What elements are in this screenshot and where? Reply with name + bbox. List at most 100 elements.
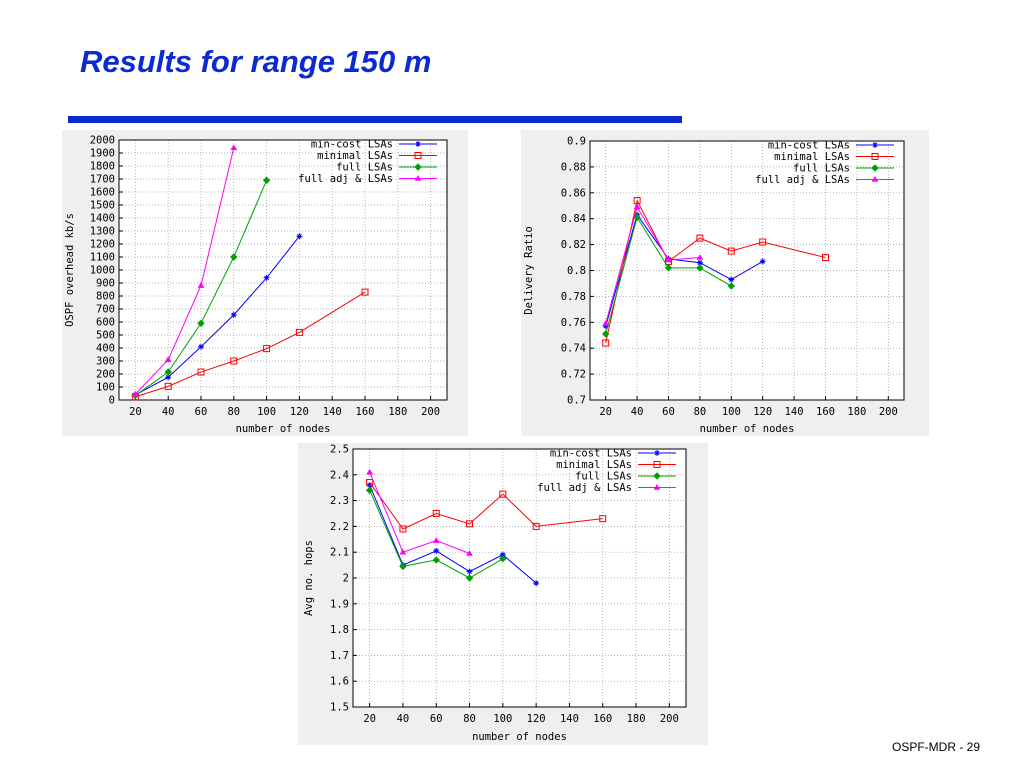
overhead-data-point [197,282,205,288]
delivery-ratio-x-tick-label: 180 [847,406,866,418]
delivery-ratio-data-point [696,234,704,242]
overhead-x-axis-label: number of nodes [236,423,331,435]
avg-hops-legend-label: minimal LSAs [556,459,632,471]
avg-hops-legend-label: min-cost LSAs [550,448,632,460]
overhead-y-tick-label: 1500 [90,200,115,212]
overhead-series-line [135,235,300,396]
delivery-ratio-chart-svg: 20 40 60 80 100 120 140 160 180 200 0.7 0.72 0.74 0.7… [523,136,905,435]
overhead-y-tick-label: 1800 [90,161,115,173]
avg-hops-series-line [369,482,603,530]
avg-hops-data-point [499,554,507,563]
avg-hops-data-point [466,550,473,556]
delivery-ratio-y-tick-label: 0.76 [561,317,586,329]
avg-hops-data-point [532,522,540,530]
avg-hops-data-point [499,551,506,558]
delivery-ratio-data-point [696,254,704,260]
delivery-ratio-plot-frame [589,140,905,401]
avg-hops-legend-marker [653,472,661,480]
avg-hops-legend-marker [654,450,660,456]
overhead-legend-marker [415,141,421,147]
overhead-series-line [135,291,366,398]
delivery-ratio-data-point [696,264,704,272]
avg-hops-x-tick-label: 60 [430,713,443,725]
overhead-data-point [230,253,238,261]
avg-hops-series-3 [365,486,507,582]
avg-hops-series-line [369,484,537,584]
avg-hops-x-tick-label: 40 [397,713,410,725]
delivery-ratio-y-tick-label: 0.8 [567,265,586,277]
overhead-x-tick-label: 140 [323,406,342,418]
overhead-y-tick-label: 200 [96,369,115,381]
avg-hops-y-tick-label: 2.4 [330,469,349,481]
overhead-data-point [295,328,303,336]
avg-hops-data-point [366,468,374,475]
avg-hops-series-4 [366,468,473,556]
overhead-x-tick-label: 40 [162,406,175,418]
avg-hops-data-point [399,525,407,533]
slide-footer: OSPF-MDR - 29 [891,740,980,754]
delivery-ratio-y-tick-label: 0.9 [567,136,586,148]
overhead-x-tick-label: 200 [421,406,440,418]
avg-hops-data-point [432,556,440,564]
overhead-data-point [164,356,172,362]
avg-hops-data-point [499,490,507,498]
delivery-ratio-legend-label: full LSAs [793,163,850,175]
overhead-x-tick-label: 80 [227,406,240,418]
avg-hops-data-point [466,568,473,575]
delivery-ratio-series-3 [601,213,736,338]
delivery-ratio-x-tick-label: 20 [599,406,612,418]
delivery-ratio-y-tick-label: 0.78 [561,291,586,303]
overhead-data-point [198,343,204,350]
delivery-ratio-data-point [759,258,766,265]
delivery-ratio-legend-label: full adj & LSAs [755,174,850,186]
avg-hops-plot-area [353,449,686,707]
overhead-legend-marker [414,152,422,159]
avg-hops-x-tick-label: 100 [493,713,512,725]
avg-hops-data-point [533,580,540,587]
overhead-series-2 [131,288,369,401]
avg-hops-chart: 20 40 60 80 100 120 140 160 180 200 1.5 1.6 1.7 1.8 1.… [298,443,708,745]
delivery-ratio-data-point [664,264,673,272]
overhead-y-tick-label: 2000 [90,135,115,147]
overhead-series-1 [132,233,303,398]
delivery-ratio-y-tick-label: 0.7 [567,395,586,407]
avg-hops-data-point [366,479,374,487]
overhead-y-axis-label: OSPF overhead kb/s [64,213,76,327]
avg-hops-legend-marker [653,461,661,468]
overhead-legend-label: full LSAs [336,162,393,174]
delivery-ratio-y-tick-label: 0.82 [561,239,586,251]
overhead-y-tick-label: 600 [96,317,115,329]
delivery-ratio-y-tick-label: 0.72 [561,369,586,381]
avg-hops-y-tick-label: 2.3 [330,495,349,507]
avg-hops-x-axis-label: number of nodes [472,731,567,743]
avg-hops-data-point [466,520,474,528]
avg-hops-plot-frame [352,448,687,708]
avg-hops-data-point [432,537,440,543]
overhead-y-tick-label: 300 [96,356,115,368]
delivery-ratio-data-point [822,254,829,262]
delivery-ratio-data-point [665,256,672,263]
overhead-y-tick-label: 700 [96,304,115,316]
delivery-ratio-legend-label: min-cost LSAs [768,140,850,152]
avg-hops-y-tick-label: 1.6 [330,676,349,688]
overhead-y-tick-label: 1100 [90,252,115,264]
delivery-ratio-x-tick-label: 80 [694,406,707,418]
delivery-ratio-data-point [633,203,641,210]
avg-hops-x-tick-label: 140 [560,713,579,725]
delivery-ratio-series-line [605,213,763,327]
delivery-ratio-y-tick-label: 0.74 [561,343,586,355]
avg-hops-y-tick-label: 2.2 [330,521,349,533]
overhead-x-tick-label: 60 [195,406,208,418]
avg-hops-y-tick-label: 2.5 [330,444,349,456]
delivery-ratio-x-tick-label: 140 [785,406,804,418]
delivery-ratio-series-line [605,199,826,344]
overhead-series-4 [131,144,238,397]
overhead-x-tick-label: 20 [129,406,142,418]
overhead-y-tick-label: 500 [96,330,115,342]
overhead-legend-label: min-cost LSAs [311,139,393,151]
overhead-y-tick-label: 1400 [90,213,115,225]
avg-hops-x-tick-label: 20 [363,713,376,725]
overhead-data-point [262,176,271,185]
overhead-data-point [230,357,238,365]
avg-hops-data-point [399,548,407,555]
